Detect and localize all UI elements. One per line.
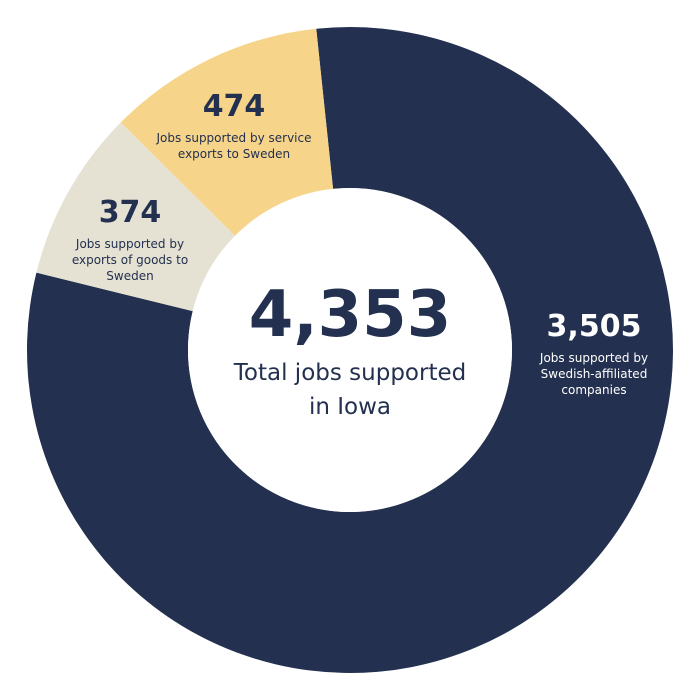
value-label: 3,505 — [546, 309, 642, 344]
donut-hole — [188, 188, 512, 512]
slice-label: Jobs supported by exports of goods to Sw… — [71, 237, 189, 283]
donut-slice — [26, 27, 673, 674]
value-label: 474 — [202, 89, 266, 124]
slice-label: Jobs supported by Swedish-affiliated com… — [539, 351, 649, 397]
value-label: 374 — [98, 195, 162, 230]
slice-label: Jobs supported by service exports to Swe… — [156, 131, 312, 161]
total-value: 4,353 — [248, 278, 452, 352]
donut-slice — [120, 28, 334, 236]
total-caption: Total jobs supported in Iowa — [233, 360, 467, 420]
donut-slice — [36, 122, 236, 312]
